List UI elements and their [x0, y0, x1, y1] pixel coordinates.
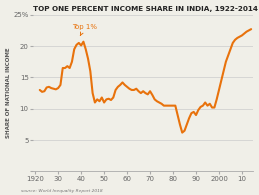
- Y-axis label: SHARE OF NATIONAL INCOME: SHARE OF NATIONAL INCOME: [5, 48, 11, 138]
- Text: source: World Inequality Report 2018: source: World Inequality Report 2018: [21, 189, 102, 193]
- Text: Top 1%: Top 1%: [72, 24, 97, 35]
- Text: TOP ONE PERCENT INCOME SHARE IN INDIA, 1922-2014: TOP ONE PERCENT INCOME SHARE IN INDIA, 1…: [33, 5, 258, 12]
